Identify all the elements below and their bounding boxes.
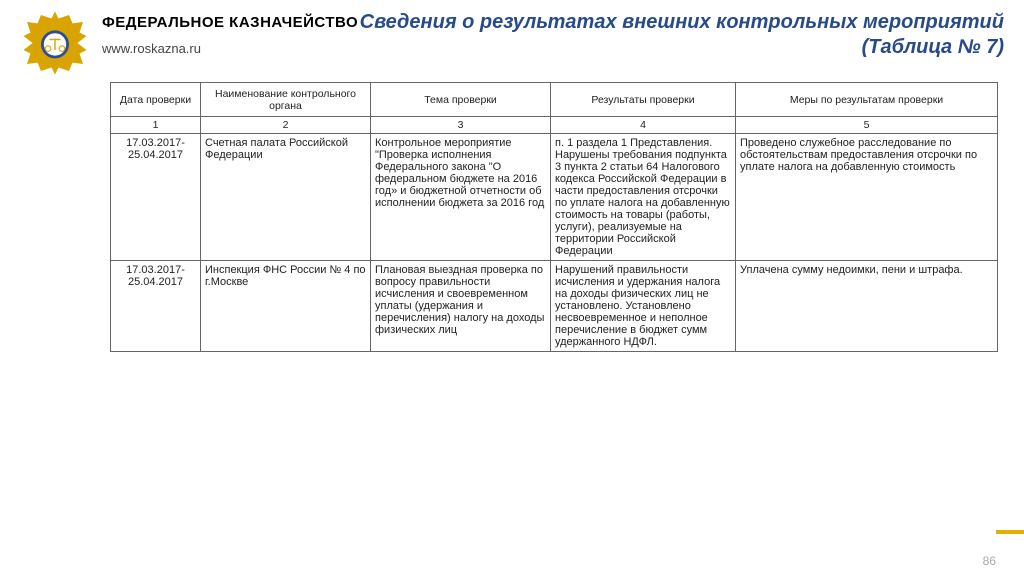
page-number: 86: [983, 554, 996, 568]
cell-date: 17.03.2017-25.04.2017: [111, 261, 201, 352]
title-line-2: (Таблица № 7): [862, 36, 1004, 58]
cell-measures: Проведено служебное расследование по обс…: [736, 134, 998, 261]
title-line-1: Сведения о результатах внешних контрольн…: [360, 11, 1004, 33]
audit-results-table: Дата проверки Наименование контрольного …: [110, 82, 998, 352]
col-num: 5: [736, 117, 998, 134]
col-num: 3: [371, 117, 551, 134]
cell-topic: Контрольное мероприятие "Проверка исполн…: [371, 134, 551, 261]
col-header-topic: Тема проверки: [371, 83, 551, 117]
table-row: 17.03.2017-25.04.2017 Инспекция ФНС Росс…: [111, 261, 998, 352]
col-header-result: Результаты проверки: [551, 83, 736, 117]
col-header-org: Наименование контрольного органа: [201, 83, 371, 117]
accent-bar: [996, 530, 1024, 534]
col-header-measures: Меры по результатам проверки: [736, 83, 998, 117]
table-header-row: Дата проверки Наименование контрольного …: [111, 83, 998, 117]
cell-topic: Плановая выездная проверка по вопросу пр…: [371, 261, 551, 352]
table-container: Дата проверки Наименование контрольного …: [0, 82, 1024, 352]
cell-measures: Уплачена сумму недоимки, пени и штрафа.: [736, 261, 998, 352]
table-row: 17.03.2017-25.04.2017 Счетная палата Рос…: [111, 134, 998, 261]
cell-org: Счетная палата Российской Федерации: [201, 134, 371, 261]
cell-date: 17.03.2017-25.04.2017: [111, 134, 201, 261]
cell-result: п. 1 раздела 1 Представления. Нарушены т…: [551, 134, 736, 261]
table-colnum-row: 1 2 3 4 5: [111, 117, 998, 134]
col-header-date: Дата проверки: [111, 83, 201, 117]
cell-result: Нарушений правильности исчисления и удер…: [551, 261, 736, 352]
col-num: 2: [201, 117, 371, 134]
header: ФЕДЕРАЛЬНОЕ КАЗНАЧЕЙСТВО www.roskazna.ru…: [0, 0, 1024, 82]
header-text-block: ФЕДЕРАЛЬНОЕ КАЗНАЧЕЙСТВО www.roskazna.ru…: [102, 8, 1004, 56]
treasury-emblem-icon: [20, 8, 90, 78]
col-num: 4: [551, 117, 736, 134]
cell-org: Инспекция ФНС России № 4 по г.Москве: [201, 261, 371, 352]
page-title: Сведения о результатах внешних контрольн…: [264, 10, 1004, 60]
col-num: 1: [111, 117, 201, 134]
